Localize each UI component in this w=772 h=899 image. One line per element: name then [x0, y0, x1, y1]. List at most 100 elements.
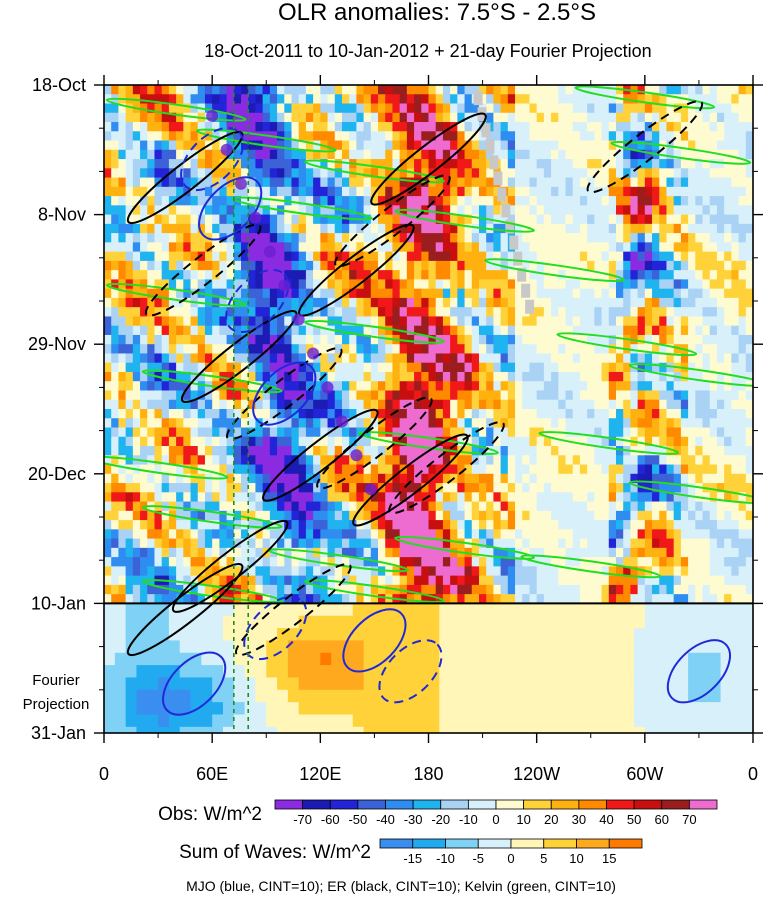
obs-cell [623, 501, 632, 512]
obs-cell [168, 94, 177, 105]
obs-cell [558, 381, 567, 392]
obs-cell [688, 316, 696, 327]
obs-cell [349, 94, 357, 105]
obs-cell [161, 112, 170, 123]
obs-cell [392, 316, 401, 327]
obs-cell [341, 307, 350, 318]
obs-cell [219, 362, 228, 373]
obs-cell [190, 344, 199, 355]
obs-cell [623, 584, 632, 595]
obs-cell [399, 371, 408, 382]
obs-cell [630, 455, 639, 466]
obs-cell [190, 390, 199, 401]
obs-cell [248, 566, 257, 577]
obs-cell [565, 177, 574, 188]
obs-cell [716, 492, 725, 503]
obs-cell [428, 427, 437, 438]
obs-cell [392, 353, 401, 364]
obs-cell [349, 436, 357, 447]
obs-cell [579, 520, 588, 530]
obs-cell [291, 390, 300, 401]
obs-cell [493, 520, 502, 530]
obs-cell [212, 538, 220, 549]
obs-cell [673, 510, 682, 521]
obs-cell [341, 233, 350, 243]
obs-cell [615, 409, 624, 419]
obs-cell [587, 149, 595, 160]
obs-cell [493, 353, 502, 364]
obs-cell [313, 409, 321, 419]
obs-cell [558, 409, 567, 419]
obs-cell [313, 529, 321, 540]
obs-cell [399, 362, 408, 373]
obs-cell [385, 371, 394, 382]
obs-cell [536, 436, 545, 447]
obs-cell [738, 223, 747, 234]
obs-cell [298, 288, 307, 299]
obs-cell [385, 520, 394, 530]
obs-cell [594, 418, 603, 429]
obs-cell [608, 566, 617, 577]
obs-cell [435, 279, 444, 290]
obs-cell [176, 594, 184, 604]
obs-cell [615, 270, 624, 280]
obs-cell [414, 344, 422, 355]
obs-cell [457, 538, 466, 549]
obs-cell [385, 233, 394, 243]
obs-cell [370, 566, 379, 577]
obs-cell [132, 529, 141, 540]
obs-cell [579, 344, 588, 355]
obs-cell [399, 353, 408, 364]
obs-cell [370, 538, 379, 549]
obs-cell [241, 529, 249, 540]
obs-cell [305, 483, 314, 493]
obs-cell [147, 399, 156, 410]
obs-cell [673, 288, 682, 299]
obs-cell [457, 353, 466, 364]
obs-cell [370, 362, 379, 373]
obs-cell [341, 455, 350, 466]
obs-cell [666, 455, 675, 466]
obs-cell [608, 85, 617, 95]
obs-cell [493, 140, 502, 151]
obs-cell [724, 260, 732, 271]
obs-cell [334, 307, 343, 318]
obs-cell [414, 492, 422, 503]
obs-cell [471, 131, 480, 142]
obs-cell [601, 131, 610, 142]
obs-cell [378, 122, 386, 132]
obs-cell [536, 334, 545, 345]
obs-cell [370, 205, 379, 216]
obs-cell [731, 214, 740, 225]
obs-cell [183, 251, 192, 262]
obs-cell [298, 149, 307, 160]
obs-cell [500, 492, 509, 503]
obs-cell [125, 436, 134, 447]
obs-cell [435, 353, 444, 364]
obs-cell [435, 547, 444, 558]
obs-cell [695, 390, 704, 401]
obs-cell [450, 362, 458, 373]
obs-cell [579, 251, 588, 262]
obs-cell [435, 316, 444, 327]
obs-cell [709, 279, 718, 290]
obs-cell [378, 390, 386, 401]
obs-cell [349, 140, 357, 151]
obs-cell [543, 547, 552, 558]
olr-field [104, 85, 753, 733]
obs-cell [464, 353, 473, 364]
obs-cell [327, 446, 336, 456]
obs-cell [125, 149, 134, 160]
obs-cell [507, 520, 516, 530]
obs-cell [572, 186, 581, 197]
obs-cell [652, 418, 660, 429]
obs-cell [478, 547, 487, 558]
obs-cell [406, 473, 415, 484]
obs-cell [442, 205, 451, 216]
obs-cell [190, 260, 199, 271]
obs-cell [132, 149, 141, 160]
obs-cell [572, 529, 581, 540]
obs-cell [104, 557, 112, 567]
obs-cell [305, 270, 314, 280]
obs-cell [421, 316, 430, 327]
